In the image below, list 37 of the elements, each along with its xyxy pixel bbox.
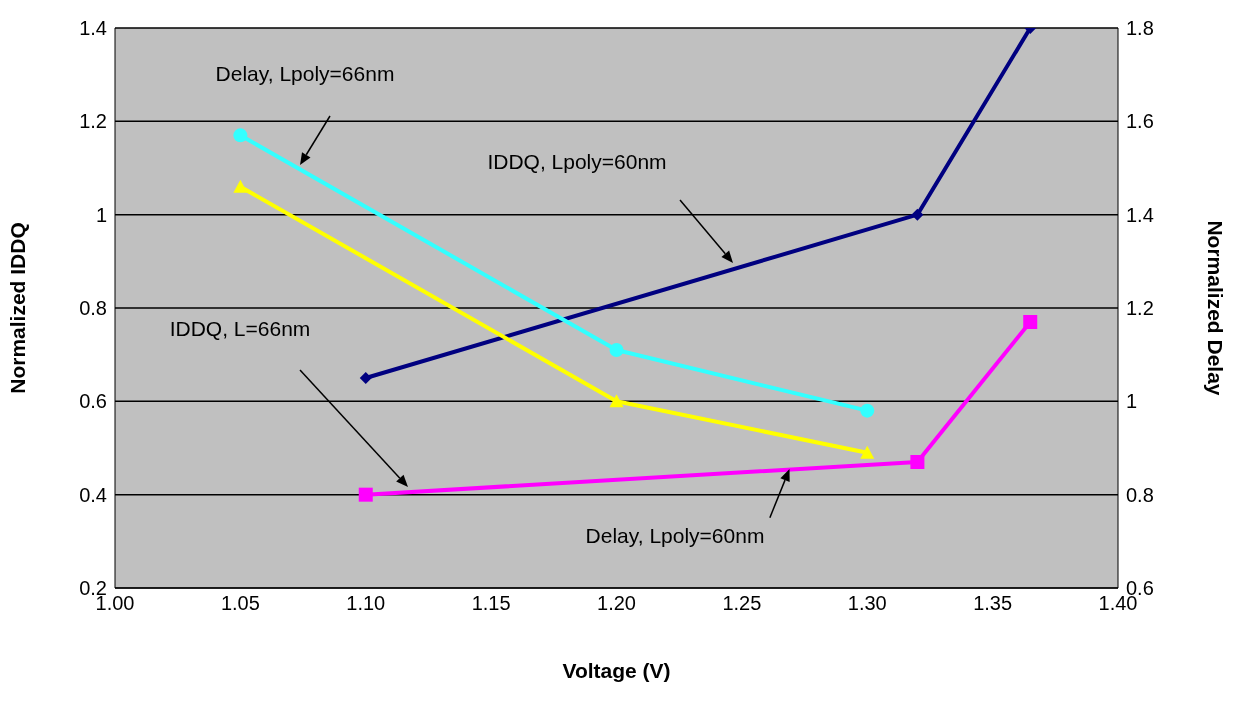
y-tick-label: 1 [95,203,107,226]
point [609,394,624,408]
annotation: Delay, Lpoly=60nm [585,523,765,547]
point [910,455,925,469]
y2-tick-label: 1.2 [1126,297,1154,320]
point [233,128,248,143]
y-tick-label: 0.6 [79,390,107,413]
annotation: IDDQ, Lpoly=60nm [487,149,667,173]
x-tick-label: 1.05 [220,592,260,615]
x-axis-title: Voltage (V) [562,659,671,682]
x-tick-label: 1.35 [973,592,1013,615]
y2-tick-label: 1.8 [1126,17,1154,40]
y2-tick-label: 1 [1126,390,1138,413]
y2-axis-title: Normalized Delay [1203,220,1227,396]
annotation: Delay, Lpoly=66nm [215,61,395,85]
point [911,208,924,221]
point [860,403,875,418]
x-tick-label: 1.15 [471,592,511,615]
annotation: IDDQ, L=66nm [169,316,311,340]
x-tick-label: 1.25 [722,592,762,615]
point [1023,315,1038,329]
point [358,487,373,502]
x-tick-label: 1.10 [346,592,386,615]
y2-tick-label: 1.4 [1126,203,1154,226]
x-tick-label: 1.30 [847,592,887,615]
point [860,445,875,459]
y-tick-label: 0.4 [79,483,107,506]
y-tick-label: 0.8 [79,297,107,320]
y-axis-title: Normalized IDDQ [6,222,30,394]
x-tick-label: 1.20 [597,592,636,615]
point [359,372,372,384]
point [609,343,624,357]
y2-tick-label: 0.8 [1126,483,1154,506]
point [233,179,248,193]
y-tick-label: 1.2 [79,110,107,133]
y-tick-label: 1.4 [79,17,107,40]
y2-tick-label: 1.6 [1126,110,1154,133]
